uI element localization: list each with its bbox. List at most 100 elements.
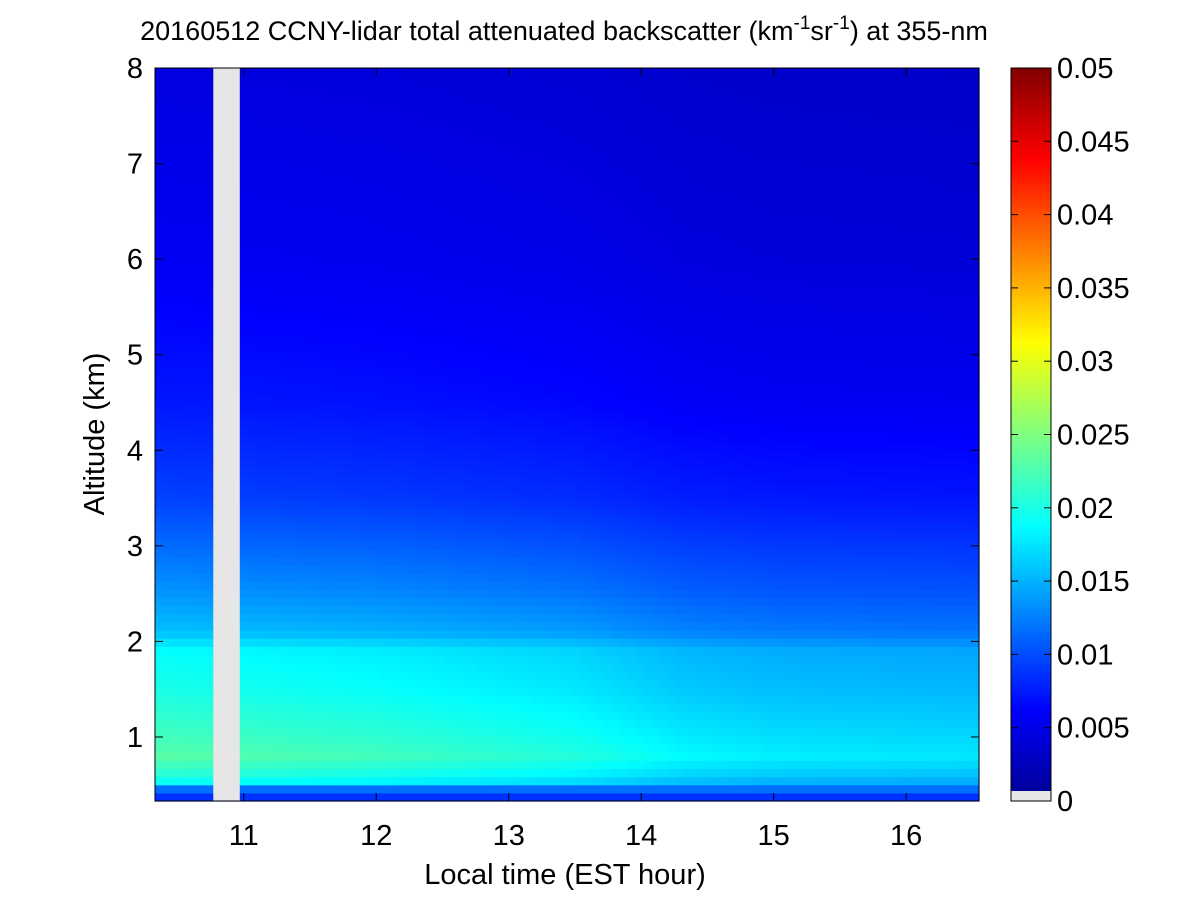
heatmap-cell	[595, 629, 604, 639]
heatmap-cell	[523, 556, 532, 566]
heatmap-cell	[355, 670, 364, 680]
heatmap-cell	[491, 304, 500, 313]
heatmap-cell	[467, 662, 476, 672]
heatmap-cell	[307, 654, 316, 664]
heatmap-cell	[507, 499, 516, 509]
heatmap-cell	[395, 418, 404, 427]
heatmap-cell	[539, 125, 548, 134]
heatmap-cell	[243, 239, 252, 248]
heatmap-cell	[275, 703, 284, 713]
heatmap-cell	[499, 507, 508, 517]
heatmap-cell	[331, 499, 340, 509]
heatmap-cell	[411, 157, 420, 167]
heatmap-cell	[203, 304, 212, 313]
heatmap-cell	[307, 638, 316, 647]
heatmap-cell	[331, 540, 340, 550]
heatmap-cell	[179, 214, 188, 224]
heatmap-cell	[395, 646, 404, 655]
heatmap-cell	[491, 312, 500, 322]
heatmap-cell	[155, 68, 164, 77]
heatmap-cell	[251, 792, 260, 802]
heatmap-cell	[563, 727, 572, 737]
heatmap-cell	[299, 719, 308, 729]
heatmap-cell	[179, 450, 188, 460]
heatmap-cell	[379, 792, 388, 802]
heatmap-cell	[475, 214, 484, 224]
heatmap-cell	[243, 581, 252, 590]
heatmap-cell	[403, 532, 412, 541]
heatmap-cell	[483, 532, 492, 541]
heatmap-cell	[379, 410, 388, 419]
heatmap-cell	[427, 100, 436, 110]
heatmap-cell	[307, 572, 316, 582]
heatmap-cell	[371, 108, 380, 118]
heatmap-cell	[155, 279, 164, 289]
heatmap-cell	[355, 556, 364, 566]
heatmap-cell	[331, 401, 340, 411]
heatmap-cell	[347, 450, 356, 460]
heatmap-cell	[243, 206, 252, 216]
heatmap-cell	[507, 784, 516, 794]
heatmap-cell	[155, 182, 164, 191]
heatmap-cell	[531, 369, 540, 379]
heatmap-cell	[411, 491, 420, 501]
heatmap-cell	[571, 540, 580, 550]
heatmap-cell	[363, 296, 372, 305]
heatmap-cell	[539, 344, 548, 354]
heatmap-cell	[195, 540, 204, 550]
heatmap-cell	[291, 499, 300, 509]
heatmap-cell	[355, 678, 364, 688]
heatmap-cell	[443, 418, 452, 427]
heatmap-cell	[483, 206, 492, 216]
heatmap-cell	[195, 401, 204, 411]
heatmap-cell	[531, 361, 540, 370]
heatmap-cell	[555, 296, 564, 305]
heatmap-cell	[419, 703, 428, 713]
heatmap-cell	[203, 133, 212, 142]
heatmap-cell	[475, 401, 484, 411]
heatmap-cell	[267, 450, 276, 460]
heatmap-cell	[523, 703, 532, 713]
heatmap-cell	[315, 108, 324, 118]
heatmap-cell	[387, 206, 396, 216]
heatmap-cell	[435, 638, 444, 647]
heatmap-cell	[443, 654, 452, 664]
heatmap-cell	[451, 752, 460, 761]
heatmap-cell	[163, 418, 172, 427]
heatmap-cell	[283, 230, 292, 240]
heatmap-cell	[539, 304, 548, 313]
heatmap-cell	[179, 239, 188, 248]
heatmap-cell	[475, 491, 484, 501]
heatmap-cell	[571, 385, 580, 395]
heatmap-cell	[571, 369, 580, 379]
heatmap-cell	[435, 247, 444, 256]
heatmap-cell	[491, 344, 500, 354]
heatmap-cell	[163, 597, 172, 607]
heatmap-cell	[259, 125, 268, 134]
heatmap-cell	[251, 711, 260, 721]
heatmap-cell	[251, 369, 260, 379]
heatmap-cell	[563, 320, 572, 330]
heatmap-cell	[411, 312, 420, 322]
heatmap-cell	[411, 678, 420, 688]
heatmap-cell	[203, 165, 212, 175]
heatmap-cell	[459, 760, 468, 770]
heatmap-cell	[571, 711, 580, 721]
heatmap-cell	[291, 458, 300, 468]
heatmap-cell	[555, 442, 564, 452]
heatmap-cell	[419, 483, 428, 493]
heatmap-cell	[587, 263, 596, 273]
heatmap-cell	[451, 76, 460, 85]
heatmap-cell	[459, 149, 468, 159]
heatmap-cell	[571, 401, 580, 411]
heatmap-cell	[331, 760, 340, 770]
heatmap-cell	[299, 450, 308, 460]
heatmap-cell	[331, 475, 340, 484]
heatmap-cell	[459, 247, 468, 256]
heatmap-cell	[195, 532, 204, 541]
heatmap-cell	[203, 467, 212, 476]
heatmap-cell	[547, 735, 556, 745]
heatmap-cell	[547, 182, 556, 191]
heatmap-cell	[339, 222, 348, 232]
heatmap-cell	[571, 434, 580, 444]
